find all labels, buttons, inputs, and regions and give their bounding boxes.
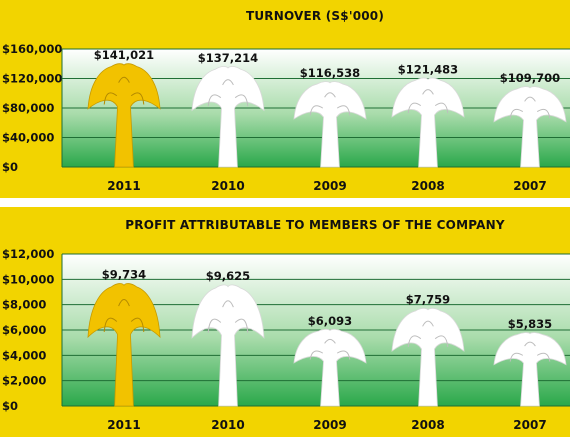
frond-lines [309, 338, 351, 360]
frond-lines [103, 76, 145, 105]
palm-tree-bar-2008 [391, 77, 465, 168]
y-tick-label: $120,000 [2, 72, 62, 86]
y-tick-label: $10,000 [2, 272, 54, 286]
data-label: $116,538 [300, 66, 360, 80]
palm-tree-mark [293, 81, 367, 168]
x-tick-label: 2009 [313, 418, 346, 432]
y-tick-label: $0 [2, 399, 18, 413]
y-tick-label: $80,000 [2, 101, 54, 115]
turnover-chart: $0 $40,000 $80,000 $120,000 $160,000 $141,021… [2, 42, 570, 193]
palm-tree-bar-2011 [87, 63, 161, 168]
y-tick-label: $0 [2, 160, 18, 174]
x-tick-label: 2008 [411, 179, 444, 193]
palm-tree-bar-2007 [493, 332, 567, 407]
chart-title: PROFIT ATTRIBUTABLE TO MEMBERS OF THE CO… [125, 218, 505, 232]
palm-tree-bar-2010 [191, 66, 265, 168]
x-tick-label: 2009 [313, 179, 346, 193]
frond-lines [207, 79, 249, 107]
x-tick-label: 2007 [513, 179, 546, 193]
palm-tree-mark [87, 63, 161, 168]
palm-tree-mark [391, 307, 465, 407]
palm-tree-bar-2009 [293, 328, 367, 407]
frond-lines [309, 92, 351, 116]
palm-tree-mark [87, 283, 161, 407]
palm-tree-mark [191, 284, 265, 407]
palm-tree-mark [391, 77, 465, 168]
palm-tree-bar-2007 [493, 86, 567, 168]
data-label: $5,835 [508, 317, 552, 331]
palm-tree-bar-2010 [191, 284, 265, 407]
data-label: $121,483 [398, 62, 458, 76]
palm-tree-mark [293, 328, 367, 407]
palm-tree-bar-2011 [87, 283, 161, 407]
x-tick-label: 2007 [513, 418, 546, 432]
frond-lines [509, 96, 551, 119]
palm-tree-bar-2009 [293, 81, 367, 168]
data-label: $9,734 [102, 268, 146, 282]
profit-chart-panel: PROFIT ATTRIBUTABLE TO MEMBERS OF THE CO… [0, 207, 570, 437]
data-label: $7,759 [406, 293, 450, 307]
chart-title: TURNOVER (S$'000) [245, 9, 385, 23]
y-tick-label: $40,000 [2, 131, 54, 145]
y-tick-label: $8,000 [2, 298, 46, 312]
y-tick-label: $6,000 [2, 323, 46, 337]
x-tick-label: 2011 [107, 179, 140, 193]
palm-tree-bar-2008 [391, 307, 465, 407]
palm-tree-mark [191, 66, 265, 168]
data-label: $6,093 [308, 314, 352, 328]
palm-tree-mark [493, 332, 567, 407]
y-tick-label: $12,000 [2, 247, 54, 261]
y-tick-label: $160,000 [2, 42, 62, 56]
y-tick-label: $4,000 [2, 348, 46, 362]
frond-lines [103, 299, 145, 332]
x-tick-label: 2010 [211, 418, 244, 432]
data-label: $109,700 [500, 71, 560, 85]
y-tick-label: $2,000 [2, 374, 46, 388]
frond-lines [407, 320, 449, 347]
x-tick-label: 2010 [211, 179, 244, 193]
profit-chart: $0 $2,000 $4,000 $6,000 $8,000 $10,000 $12,000… [2, 247, 570, 432]
x-tick-label: 2011 [107, 418, 140, 432]
turnover-chart-panel: TURNOVER (S$'000) $0 $40,000 $80,000 $120,0… [0, 0, 570, 198]
palm-tree-mark [493, 86, 567, 168]
frond-lines [509, 341, 551, 362]
x-tick-label: 2008 [411, 418, 444, 432]
frond-lines [207, 300, 249, 333]
data-label: $141,021 [94, 48, 154, 62]
data-label: $9,625 [206, 269, 250, 283]
frond-lines [407, 89, 449, 114]
data-label: $137,214 [198, 51, 258, 65]
